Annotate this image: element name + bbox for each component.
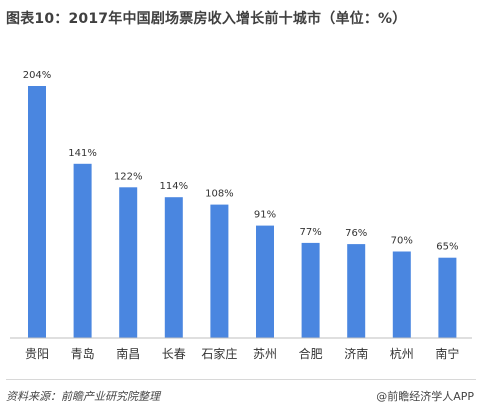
- category-label-7: 济南: [344, 346, 368, 361]
- value-label-0: 204%: [23, 70, 52, 81]
- source-note: 资料来源：前瞻产业研究院整理: [6, 390, 160, 403]
- bar-8: [392, 251, 411, 338]
- bars-group: [28, 86, 457, 338]
- category-label-6: 合肥: [299, 346, 323, 361]
- chart-title: 图表10：2017年中国剧场票房收入增长前十城市（单位：%）: [6, 11, 407, 27]
- labels-group: 204% 贵阳 141% 青岛 122% 南昌 114% 长春 108% 石家庄 91% 苏州 77% 合…: [23, 70, 460, 361]
- footer-divider: [6, 379, 476, 380]
- category-label-9: 南宁: [435, 346, 459, 361]
- category-label-3: 长春: [162, 347, 186, 361]
- value-label-4: 108%: [205, 189, 234, 200]
- value-label-2: 122%: [114, 171, 143, 182]
- value-label-3: 114%: [160, 181, 189, 192]
- value-label-6: 77%: [299, 227, 321, 238]
- brand-watermark: @前瞻经济学人APP: [376, 390, 474, 403]
- value-label-5: 91%: [254, 210, 276, 221]
- bar-7: [347, 244, 366, 338]
- category-label-8: 杭州: [390, 346, 414, 361]
- bar-2: [119, 187, 138, 338]
- bar-5: [256, 225, 274, 338]
- value-label-7: 76%: [345, 228, 367, 239]
- category-label-2: 南昌: [116, 346, 140, 361]
- category-label-5: 苏州: [253, 347, 277, 361]
- value-label-9: 65%: [436, 242, 458, 253]
- bar-3: [164, 197, 183, 338]
- bar-1: [73, 163, 92, 338]
- bar-6: [301, 242, 320, 338]
- category-label-1: 青岛: [71, 346, 95, 361]
- category-label-4: 石家庄: [201, 346, 237, 361]
- bar-chart: 204% 贵阳 141% 青岛 122% 南昌 114% 长春 108% 石家庄 91% 苏州 77% 合…: [10, 70, 472, 361]
- value-label-1: 141%: [68, 148, 97, 159]
- value-label-8: 70%: [391, 236, 413, 247]
- bar-4: [210, 204, 229, 338]
- category-label-0: 贵阳: [25, 347, 49, 361]
- bar-9: [438, 257, 457, 338]
- bar-0: [28, 86, 46, 338]
